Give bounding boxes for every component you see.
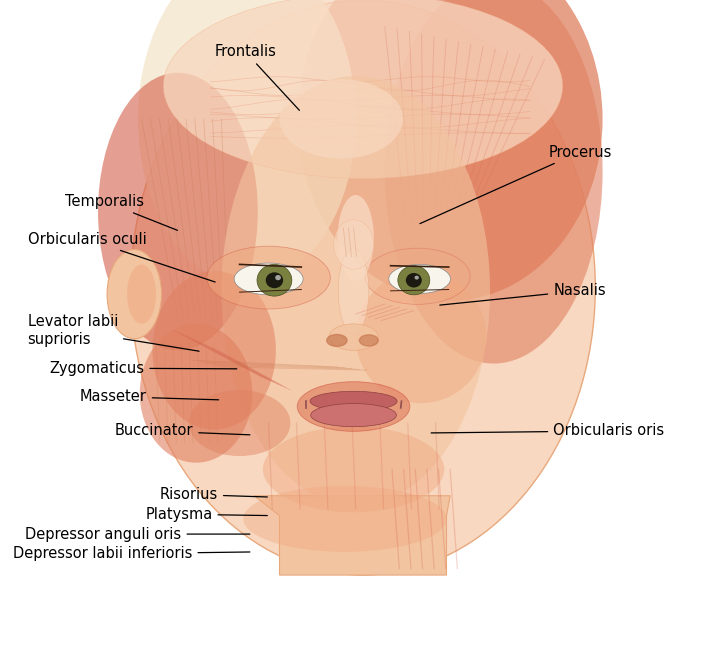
Text: Nasalis: Nasalis	[440, 284, 605, 305]
Ellipse shape	[234, 263, 303, 295]
Ellipse shape	[189, 390, 290, 456]
Ellipse shape	[163, 0, 563, 178]
Text: Zygomaticus: Zygomaticus	[49, 361, 237, 375]
Text: Frontalis: Frontalis	[214, 44, 299, 110]
Ellipse shape	[207, 247, 330, 309]
Ellipse shape	[311, 403, 396, 427]
Ellipse shape	[127, 264, 156, 324]
Ellipse shape	[310, 391, 397, 411]
Ellipse shape	[138, 0, 356, 284]
Ellipse shape	[333, 219, 373, 270]
Text: Depressor anguli oris: Depressor anguli oris	[25, 527, 250, 541]
Ellipse shape	[280, 79, 403, 159]
Ellipse shape	[243, 486, 446, 552]
Text: Depressor labii inferioris: Depressor labii inferioris	[13, 547, 250, 561]
Ellipse shape	[298, 381, 409, 431]
Polygon shape	[254, 496, 450, 575]
Ellipse shape	[221, 76, 490, 506]
Circle shape	[406, 273, 422, 288]
Text: Procerus: Procerus	[420, 145, 611, 223]
Text: Orbicularis oris: Orbicularis oris	[431, 424, 664, 438]
Circle shape	[415, 276, 419, 280]
Text: Temporalis: Temporalis	[65, 194, 177, 230]
Ellipse shape	[329, 324, 378, 350]
Text: Platysma: Platysma	[145, 507, 267, 522]
Ellipse shape	[263, 426, 444, 512]
Ellipse shape	[338, 248, 369, 334]
Ellipse shape	[327, 334, 347, 346]
Ellipse shape	[385, 0, 603, 364]
Text: Orbicularis oculi: Orbicularis oculi	[28, 232, 215, 282]
Ellipse shape	[98, 73, 258, 350]
Ellipse shape	[139, 324, 253, 463]
Circle shape	[398, 266, 430, 295]
Ellipse shape	[359, 335, 378, 346]
Ellipse shape	[389, 264, 450, 293]
Ellipse shape	[131, 0, 595, 575]
Ellipse shape	[365, 249, 470, 304]
Circle shape	[266, 272, 283, 288]
Ellipse shape	[356, 271, 486, 403]
Ellipse shape	[298, 0, 603, 301]
Circle shape	[275, 275, 281, 280]
Ellipse shape	[107, 249, 161, 338]
Text: Risorius: Risorius	[160, 487, 267, 502]
Ellipse shape	[152, 271, 276, 430]
Ellipse shape	[338, 195, 374, 281]
Text: Masseter: Masseter	[80, 389, 219, 404]
Circle shape	[257, 264, 292, 296]
Text: Buccinator: Buccinator	[115, 424, 250, 438]
Text: Levator labii
suprioris: Levator labii suprioris	[28, 314, 199, 351]
